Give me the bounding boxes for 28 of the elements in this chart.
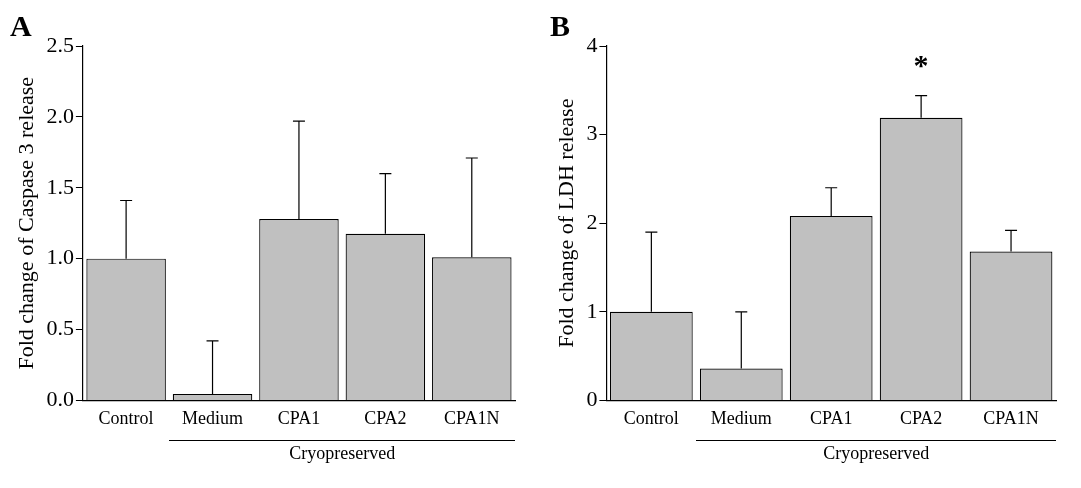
x-tick-label: CPA1 xyxy=(277,407,321,428)
y-tick-label: 2.5 xyxy=(46,31,74,57)
x-tick-label: CPA1N xyxy=(983,407,1039,428)
x-tick-label: CPA1 xyxy=(810,407,853,428)
x-tick-label: CPA2 xyxy=(899,407,943,428)
chart-title: B xyxy=(550,8,571,42)
y-tick-label: 2.0 xyxy=(46,102,74,128)
y-axis-title: Fold change of LDH release xyxy=(552,98,578,348)
y-tick-label: 2 xyxy=(586,208,598,234)
text: Cryopreserved xyxy=(289,443,396,464)
y-tick-label: 0 xyxy=(586,386,598,412)
y-tick-label: 1 xyxy=(586,297,598,323)
x-tick-label: Control xyxy=(98,407,154,428)
y-tick-label: 0.5 xyxy=(46,315,74,341)
y-tick-label: 0.0 xyxy=(46,386,74,412)
x-tick-label: Control xyxy=(623,407,679,428)
y-tick-label: 1.0 xyxy=(46,244,74,270)
x-tick-label: Medium xyxy=(710,407,772,428)
y-tick-label: 4 xyxy=(586,31,598,57)
x-tick-label: Medium xyxy=(182,407,244,428)
annotation: * xyxy=(913,48,929,82)
chart-title: A xyxy=(10,8,32,42)
y-tick-label: 3 xyxy=(586,120,598,146)
y-tick-label: 1.5 xyxy=(46,173,74,199)
y-axis-title: Fold change of Caspase 3 release xyxy=(12,76,38,370)
x-tick-label: CPA2 xyxy=(364,407,407,428)
text: Cryopreserved xyxy=(823,443,930,464)
x-tick-label: CPA1N xyxy=(444,407,500,428)
